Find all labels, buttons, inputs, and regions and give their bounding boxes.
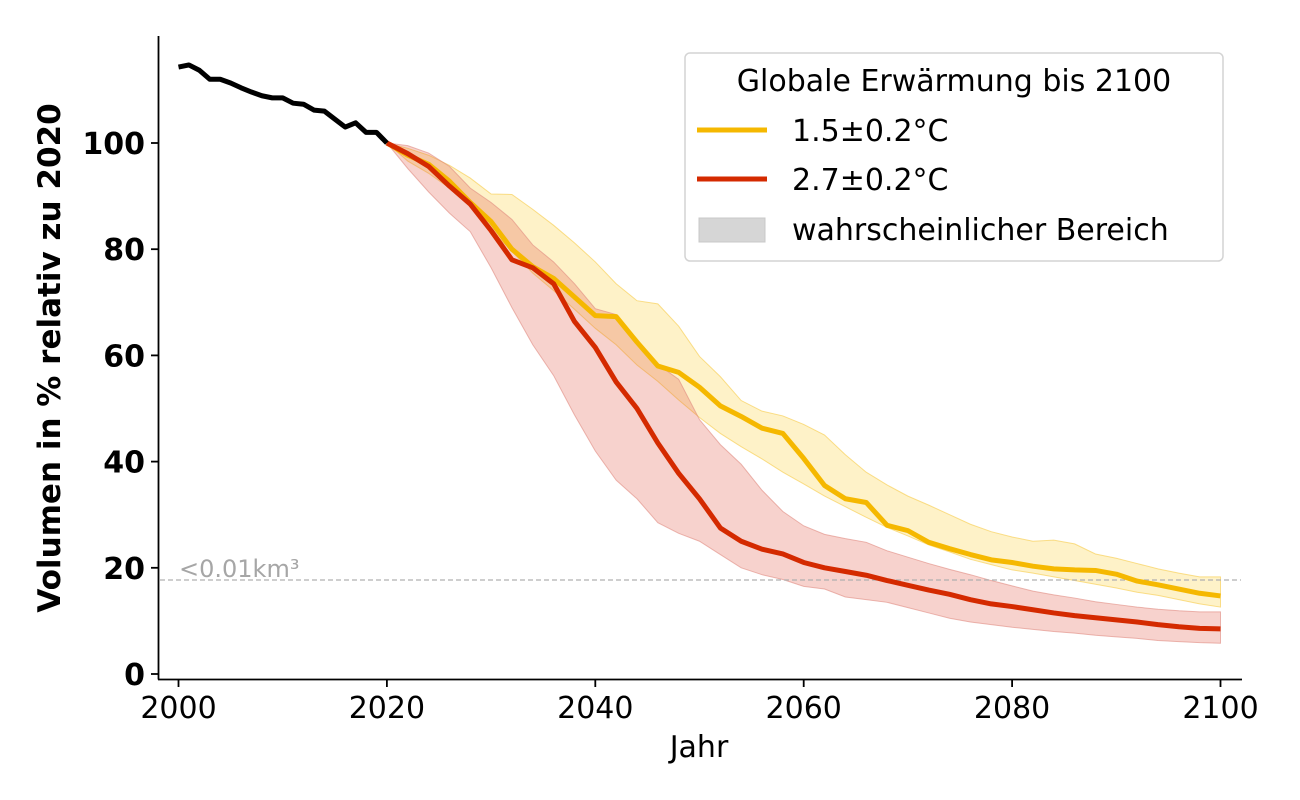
x-tick-label: 2000 bbox=[140, 691, 216, 726]
band-1 bbox=[386, 142, 1221, 608]
y-axis-label: Volumen in % relativ zu 2020 bbox=[32, 103, 68, 612]
annotation-small-volume: <0.01km³ bbox=[179, 555, 299, 583]
series-line-0 bbox=[178, 62, 389, 145]
x-tick-label: 2040 bbox=[557, 691, 633, 726]
legend-label-range: wahrscheinlicher Bereich bbox=[792, 213, 1169, 248]
y-tick-label: 80 bbox=[103, 233, 145, 268]
y-tick-label: 40 bbox=[103, 446, 145, 481]
x-axis-label: Jahr bbox=[668, 730, 729, 765]
x-tick-label: 2080 bbox=[974, 691, 1050, 726]
legend-frame bbox=[684, 52, 1224, 262]
x-tick-label: 2100 bbox=[1182, 691, 1258, 726]
y-tick-label: 0 bbox=[124, 658, 145, 693]
x-tick-label: 2020 bbox=[349, 691, 425, 726]
y-tick-label: 60 bbox=[103, 339, 145, 374]
series-lines bbox=[178, 62, 1221, 632]
legend-label-2-7: 2.7±0.2°C bbox=[792, 163, 949, 198]
y-tick-label: 20 bbox=[103, 552, 145, 587]
x-tick-label: 2060 bbox=[766, 691, 842, 726]
y-tick-label: 100 bbox=[82, 127, 145, 162]
series-line-1 bbox=[385, 140, 1221, 599]
legend: Globale Erwärmung bis 2100 1.5±0.2°C 2.7… bbox=[684, 52, 1224, 262]
legend-title: Globale Erwärmung bis 2100 bbox=[737, 64, 1171, 99]
legend-label-1-5: 1.5±0.2°C bbox=[792, 114, 949, 149]
series-line-2 bbox=[385, 140, 1221, 632]
legend-swatch-range bbox=[698, 217, 766, 243]
